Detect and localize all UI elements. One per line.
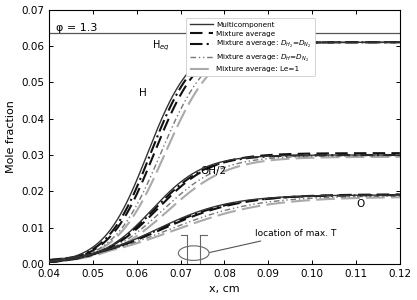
Text: O: O: [356, 199, 364, 209]
Text: φ = 1.3: φ = 1.3: [55, 23, 97, 33]
Legend: Multicomponent, Mixture average, Mixture average: $D_{H_2}$=$D_{N_2}$, Mixture a: Multicomponent, Mixture average, Mixture…: [186, 18, 315, 76]
Text: H: H: [139, 88, 147, 98]
Y-axis label: Mole fraction: Mole fraction: [5, 100, 15, 173]
Text: H$_{eq}$: H$_{eq}$: [152, 39, 170, 53]
Text: OH/2: OH/2: [200, 166, 226, 176]
Text: location of max. T: location of max. T: [210, 229, 337, 253]
X-axis label: x, cm: x, cm: [209, 284, 240, 294]
